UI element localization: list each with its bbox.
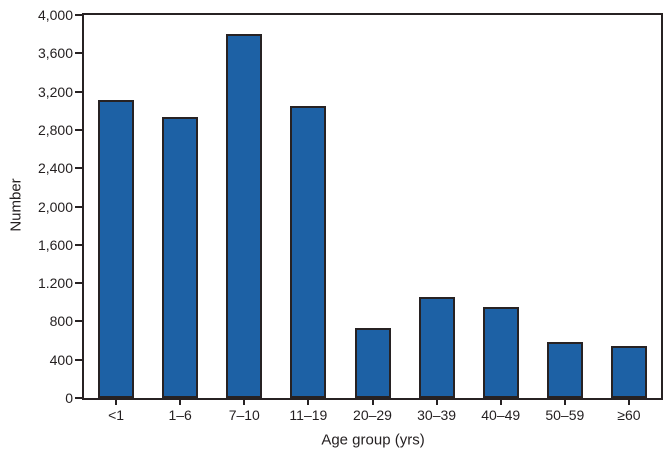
x-tick-label: 40–49 [481,407,521,423]
y-tick-label: 3,600 [37,45,73,62]
bar-20–29 [354,328,391,398]
x-tick-mark [627,400,630,405]
x-tick-label: 50–59 [545,407,585,423]
x-tick-label: 20–29 [353,407,392,423]
y-tick-mark [75,14,83,16]
y-tick-mark [75,52,83,55]
y-tick-label: 0 [65,390,73,406]
y-tick-label: 2,800 [37,121,73,138]
y-tick-label: 400 [49,351,73,368]
x-tick-mark [371,400,374,405]
y-tick-mark [75,243,83,246]
bar-≥60 [610,346,647,398]
y-tick-mark [75,205,83,208]
y-tick-label: 3,200 [37,83,73,100]
x-tick-label: ≥60 [617,407,641,423]
bar-30–39 [418,297,455,398]
x-tick-label: 1–6 [168,407,192,423]
x-tick-label: <1 [108,407,125,423]
bar-50–59 [546,342,583,398]
x-tick-label: 30–39 [417,407,457,423]
x-tick-mark [115,400,118,405]
y-tick-mark [75,90,83,93]
y-tick-label: 1.200 [37,275,73,292]
y-tick-label: 2,000 [37,198,73,215]
y-tick-mark [75,167,83,170]
plot-area [82,13,663,400]
y-tick-mark [75,282,83,285]
bar-7–10 [226,34,263,398]
x-tick-mark [435,400,438,405]
x-axis-title: Age group (yrs) [321,431,425,449]
y-tick-label: 2,400 [37,160,73,177]
y-tick-mark [75,128,83,131]
bar-<1 [98,100,135,398]
x-tick-mark [307,400,310,405]
bar-40–49 [482,307,519,398]
y-tick-label: 1,600 [37,236,73,253]
y-tick-label: 4,000 [37,7,73,23]
y-tick-mark [75,397,83,399]
y-tick-mark [75,320,83,323]
x-tick-mark [563,400,566,405]
x-tick-label: 11–19 [289,407,328,423]
x-tick-mark [243,400,246,405]
x-tick-label: 7–10 [228,407,260,423]
bar-11–19 [290,106,327,398]
bar-1–6 [162,117,199,398]
x-tick-mark [499,400,502,405]
x-tick-mark [179,400,182,405]
y-tick-label: 800 [49,313,73,330]
y-tick-mark [75,358,83,361]
